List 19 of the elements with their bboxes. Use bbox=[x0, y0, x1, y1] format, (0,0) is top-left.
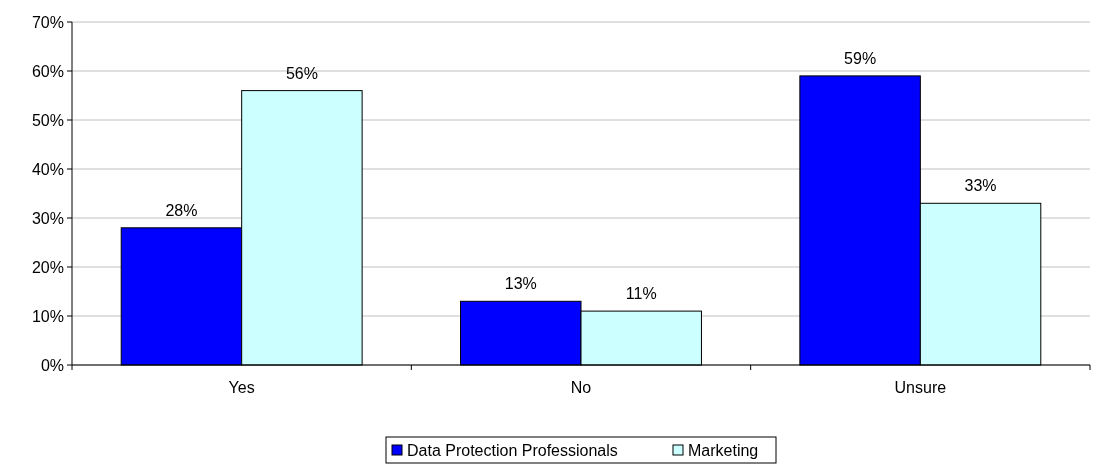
y-tick-label: 20% bbox=[31, 258, 64, 276]
data-label: 59% bbox=[844, 49, 877, 67]
y-tick-label: 40% bbox=[31, 160, 64, 178]
y-tick-label: 60% bbox=[31, 62, 64, 80]
x-tick-label: Unsure bbox=[894, 379, 947, 396]
legend-label: Data Protection Professionals bbox=[407, 441, 618, 459]
x-tick-label: No bbox=[570, 379, 592, 396]
y-tick-label: 10% bbox=[31, 307, 64, 325]
data-label: 56% bbox=[285, 64, 318, 82]
data-label: 11% bbox=[625, 285, 657, 303]
y-tick-label: 0% bbox=[40, 356, 64, 374]
data-label: 28% bbox=[165, 201, 198, 219]
y-tick-label: 30% bbox=[31, 209, 64, 227]
legend-label: Marketing bbox=[688, 441, 759, 459]
x-tick-label: Yes bbox=[228, 379, 255, 396]
y-tick-label: 70% bbox=[31, 13, 64, 31]
data-label: 13% bbox=[504, 275, 537, 293]
data-label: 33% bbox=[964, 177, 997, 195]
y-tick-label: 50% bbox=[31, 111, 64, 129]
